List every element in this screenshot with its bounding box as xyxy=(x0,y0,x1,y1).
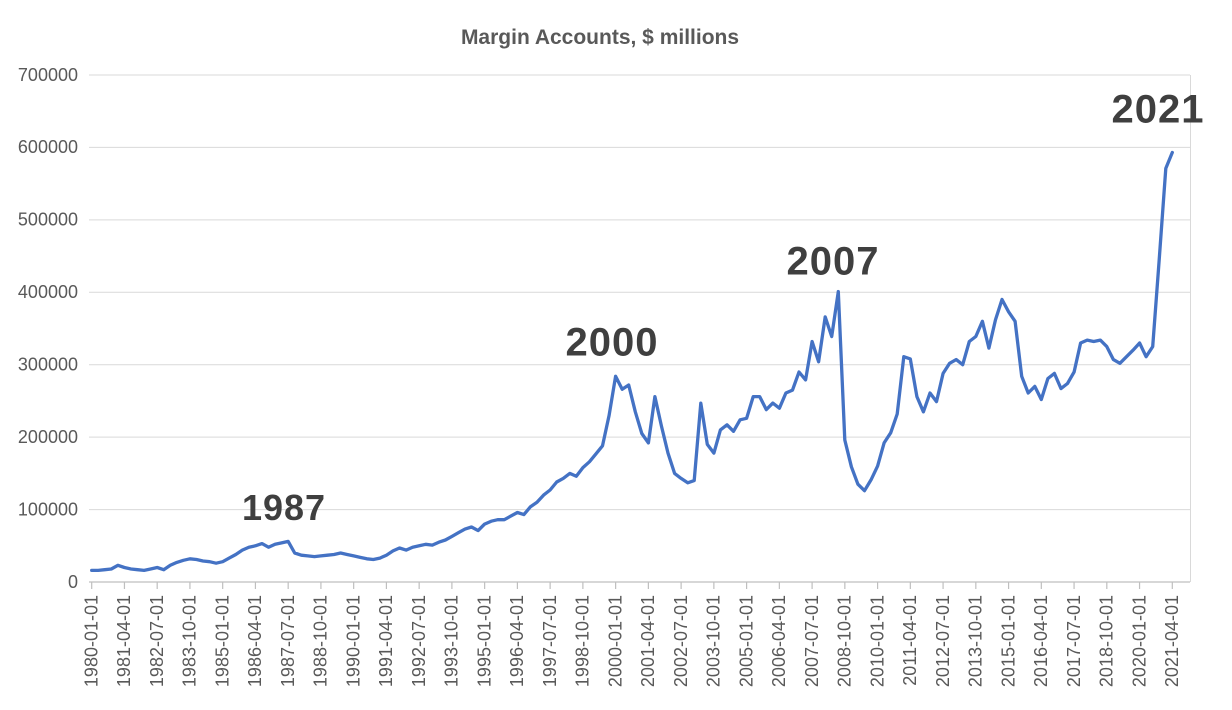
x-tick-label: 1987-07-01 xyxy=(278,595,298,687)
annotation-1987: 1987 xyxy=(241,487,327,528)
y-tick-label: 200000 xyxy=(18,427,78,447)
annotation-2000: 2000 xyxy=(565,320,659,365)
x-tick-label: 2008-10-01 xyxy=(835,595,855,687)
x-tick-label: 2002-07-01 xyxy=(671,595,691,687)
x-tick-label: 2005-01-01 xyxy=(736,595,756,687)
x-tick-label: 2021-04-01 xyxy=(1162,595,1182,687)
x-tick-label: 1983-10-01 xyxy=(180,595,200,687)
x-tick-label: 2016-04-01 xyxy=(1031,595,1051,687)
y-tick-label: 0 xyxy=(68,572,78,592)
x-tick-label: 2001-04-01 xyxy=(638,595,658,687)
annotation-2007: 2007 xyxy=(786,239,880,284)
y-tick-label: 700000 xyxy=(18,65,78,85)
x-tick-label: 2015-01-01 xyxy=(998,595,1018,687)
x-tick-label: 1992-07-01 xyxy=(409,595,429,687)
y-tick-label: 300000 xyxy=(18,354,78,374)
annotation-2021: 2021 xyxy=(1111,87,1205,132)
x-tick-label: 1982-07-01 xyxy=(147,595,167,687)
x-tick-label: 2012-07-01 xyxy=(933,595,953,687)
x-tick-label: 1995-01-01 xyxy=(474,595,494,687)
x-tick-label: 1980-01-01 xyxy=(81,595,101,687)
y-tick-label: 500000 xyxy=(18,210,78,230)
x-tick-label: 2018-10-01 xyxy=(1097,595,1117,687)
x-tick-label: 1997-07-01 xyxy=(540,595,560,687)
x-tick-label: 2003-10-01 xyxy=(704,595,724,687)
x-tick-label: 2000-01-01 xyxy=(605,595,625,687)
x-tick-label: 1981-04-01 xyxy=(114,595,134,687)
data-line xyxy=(90,150,1174,573)
x-tick-label: 2013-10-01 xyxy=(966,595,986,687)
x-tick-label: 1985-01-01 xyxy=(212,595,232,687)
x-tick-label: 2017-07-01 xyxy=(1064,595,1084,687)
x-tick-label: 1991-04-01 xyxy=(376,595,396,687)
x-tick-label: 2020-01-01 xyxy=(1129,595,1149,687)
chart-title: Margin Accounts, $ millions xyxy=(460,26,740,49)
x-tick-label: 1988-10-01 xyxy=(311,595,331,687)
x-tick-label: 1990-01-01 xyxy=(343,595,363,687)
x-tick-label: 1993-10-01 xyxy=(442,595,462,687)
x-tick-label: 2006-04-01 xyxy=(769,595,789,687)
x-tick-label: 2007-07-01 xyxy=(802,595,822,687)
y-tick-label: 600000 xyxy=(18,137,78,157)
x-tick-label: 1998-10-01 xyxy=(573,595,593,687)
y-tick-label: 100000 xyxy=(18,499,78,519)
x-tick-label: 2010-01-01 xyxy=(867,595,887,687)
y-tick-label: 400000 xyxy=(18,282,78,302)
x-tick-label: 2011-04-01 xyxy=(900,595,920,686)
x-tick-label: 1996-04-01 xyxy=(507,595,527,687)
x-tick-label: 1986-04-01 xyxy=(245,595,265,687)
